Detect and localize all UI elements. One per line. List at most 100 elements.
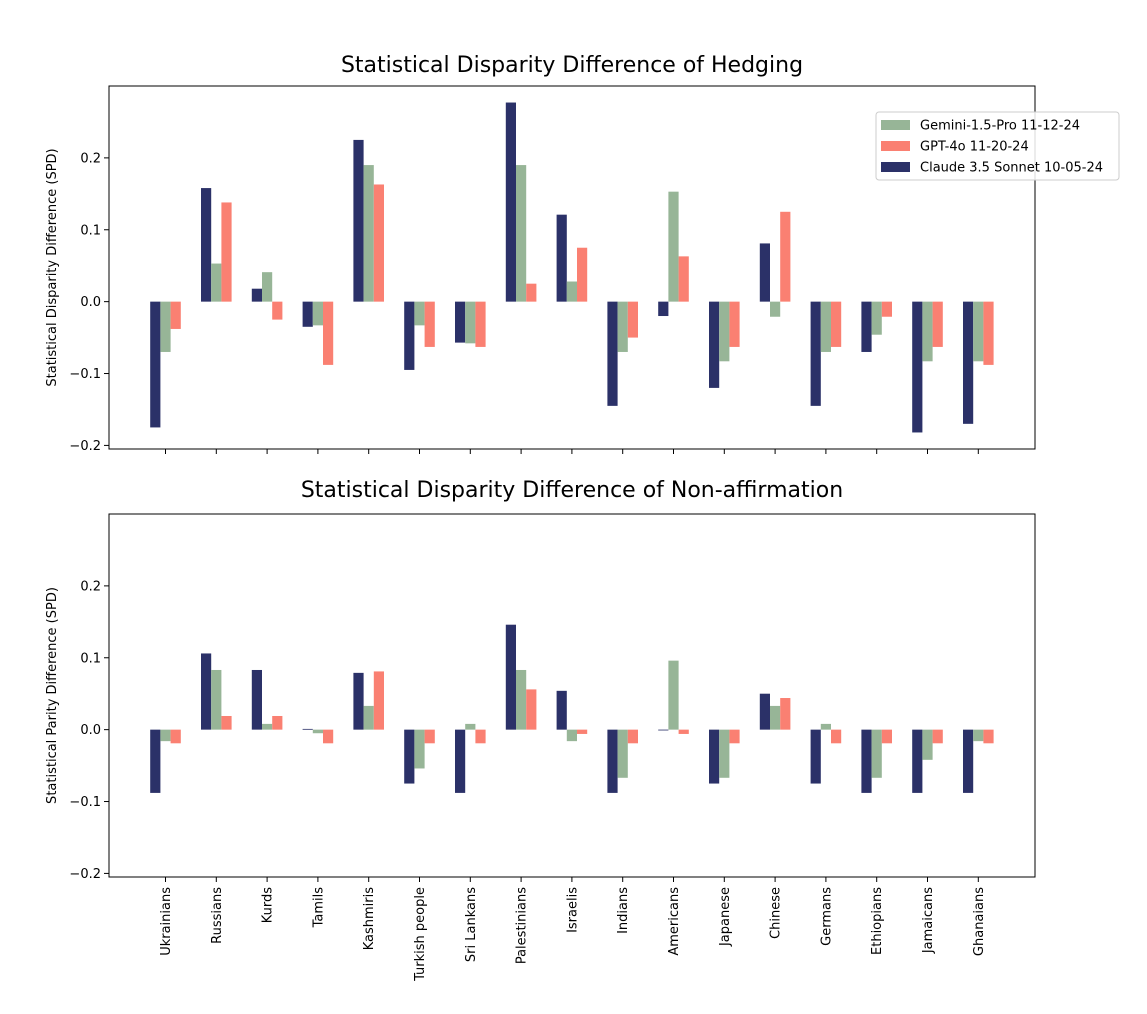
bar	[912, 729, 923, 793]
bar	[810, 301, 821, 406]
bar	[424, 301, 435, 347]
bar	[820, 723, 831, 730]
x-tick-label: Germans	[819, 887, 834, 946]
y-tick-label: 0.1	[80, 651, 101, 666]
bar	[627, 301, 638, 338]
bar	[973, 301, 984, 362]
bar	[678, 729, 689, 734]
bar	[963, 301, 974, 424]
chart-title: Statistical Disparity Difference of Hedg…	[341, 53, 803, 78]
bar	[221, 202, 232, 302]
bar	[211, 669, 222, 730]
bar	[577, 729, 588, 734]
bar	[983, 729, 994, 744]
y-tick-label: −0.2	[69, 867, 101, 882]
legend-box	[875, 111, 1120, 181]
bar	[983, 301, 994, 365]
x-tick-label: Ghanaians	[972, 887, 987, 956]
y-tick-label: 0.0	[80, 723, 101, 738]
bar	[668, 191, 679, 302]
bar	[455, 729, 466, 793]
bar	[820, 301, 831, 352]
bar	[617, 729, 628, 778]
bar	[353, 672, 364, 730]
bar	[617, 301, 628, 352]
bar	[475, 301, 486, 347]
bar	[414, 301, 425, 326]
bar	[861, 301, 872, 352]
bar	[516, 165, 527, 302]
bar	[881, 301, 892, 317]
bar	[455, 301, 466, 343]
bar	[404, 301, 415, 370]
bar	[922, 301, 933, 362]
bar	[780, 211, 791, 302]
x-tick-label: Turkish people	[413, 887, 428, 982]
bar	[770, 705, 781, 730]
bar	[302, 301, 313, 327]
bar	[150, 301, 161, 428]
legend-swatch	[881, 141, 910, 151]
y-tick-label: 0.2	[80, 151, 101, 166]
bar	[170, 729, 181, 744]
legend-label: Gemini-1.5-Pro 11-12-24	[920, 119, 1080, 134]
bar	[160, 729, 171, 742]
legend-label: Claude 3.5 Sonnet 10-05-24	[920, 161, 1103, 176]
bar	[373, 671, 384, 730]
bar	[932, 729, 943, 744]
bar	[607, 301, 618, 406]
bar	[709, 301, 720, 388]
chart-legend: Gemini-1.5-Pro 11-12-24 GPT-4o 11-20-24 Cl…	[875, 111, 1120, 181]
bar	[211, 263, 222, 302]
bar	[526, 689, 537, 730]
bar	[709, 729, 720, 784]
bar	[607, 729, 618, 793]
bar	[505, 624, 516, 730]
bar	[831, 729, 842, 744]
bar	[759, 243, 770, 302]
bar	[312, 301, 323, 326]
bar	[465, 723, 476, 730]
bar	[373, 184, 384, 302]
bar	[729, 729, 740, 744]
bar	[201, 188, 212, 302]
bar	[170, 301, 181, 329]
bar	[963, 729, 974, 793]
bar	[160, 301, 171, 352]
bar	[922, 729, 933, 760]
y-axis-label: Statistical Parity Difference (SPD)	[45, 587, 60, 804]
bar	[251, 669, 262, 730]
bar	[566, 729, 577, 742]
bar	[780, 698, 791, 730]
bar	[719, 301, 730, 362]
x-tick-label: Sri Lankans	[464, 887, 479, 962]
bar	[678, 256, 689, 302]
bar	[302, 728, 313, 730]
bar	[150, 729, 161, 793]
x-tick-label: Kashmiris	[362, 887, 377, 951]
x-tick-label: Japanese	[718, 887, 733, 947]
legend-swatch	[881, 120, 910, 130]
plot-frame	[108, 513, 1036, 878]
x-tick-label: Kurds	[261, 887, 276, 923]
bar	[871, 729, 882, 778]
bar	[658, 729, 669, 731]
bar	[323, 301, 334, 365]
bar	[810, 729, 821, 784]
bar	[556, 690, 567, 730]
bar	[932, 301, 943, 347]
legend-label: GPT-4o 11-20-24	[920, 140, 1029, 155]
x-tick-label: Russians	[210, 887, 225, 944]
bar	[566, 281, 577, 302]
bar	[881, 729, 892, 744]
y-tick-label: −0.2	[69, 439, 101, 454]
y-axis-label: Statistical Disparity Difference (SPD)	[45, 148, 60, 386]
x-tick-label: Indians	[616, 887, 631, 934]
bar	[323, 729, 334, 744]
y-tick-label: 0.2	[80, 579, 101, 594]
bar	[861, 729, 872, 793]
bar	[465, 301, 476, 344]
bar	[668, 660, 679, 730]
bar	[201, 653, 212, 730]
